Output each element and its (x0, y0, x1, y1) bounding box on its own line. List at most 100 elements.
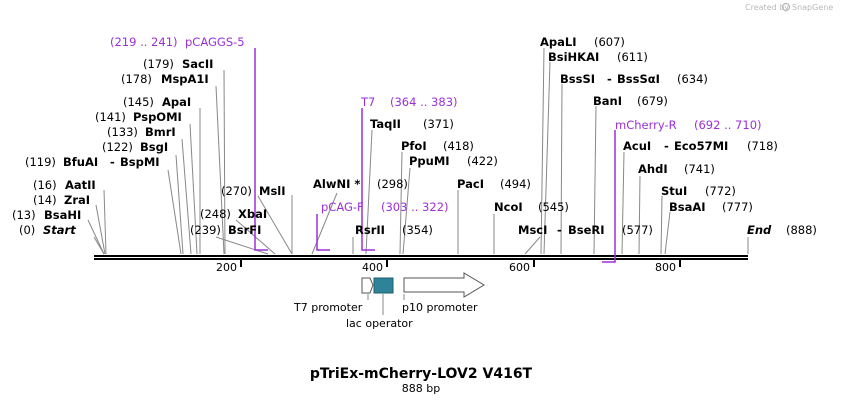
enzyme-label-ncoi[interactable]: NcoI (494, 200, 523, 214)
enzyme-label-ppumi[interactable]: PpuMI (409, 154, 450, 168)
feature-range: (692 .. 710) (694, 118, 762, 132)
enzyme-position: (422) (467, 154, 498, 168)
enzyme-label-bsihkai[interactable]: BsiHKAI (548, 50, 599, 64)
enzyme-label-apai[interactable]: ApaI (162, 95, 191, 109)
end-label: End (747, 223, 772, 237)
enzyme-label-msci[interactable]: MscI (518, 223, 547, 237)
credit-text: Created by (745, 3, 789, 12)
enzyme-position: (371) (423, 117, 454, 131)
enzyme-label-bsgi[interactable]: BsgI (140, 140, 168, 154)
feature-label-t7[interactable]: T7 (360, 95, 375, 109)
enzyme-label-pfoi[interactable]: PfoI (401, 139, 427, 153)
enzyme-position: (418) (443, 139, 474, 153)
enzyme-position: (270) (221, 184, 252, 198)
enzyme-position: (354) (402, 223, 433, 237)
leader-bsrfi (215, 236, 269, 255)
enzyme-label-eco57mi[interactable]: Eco57MI (674, 139, 728, 153)
primer-pcagf (316, 214, 330, 251)
leader-msci (524, 236, 541, 255)
leader-pspomi (189, 123, 198, 255)
enzyme-position: (298) (377, 177, 408, 191)
leader-bsaai (664, 211, 671, 255)
t7-promoter-arrow[interactable] (361, 277, 374, 294)
enzyme-position: (179) (143, 57, 174, 71)
enzyme-position: (611) (617, 50, 648, 64)
leader-msli (257, 195, 293, 255)
primer-mcherry-r (602, 130, 616, 263)
enzyme-label-alwni[interactable]: AlwNI * (313, 177, 360, 191)
enzyme-label-apali[interactable]: ApaLI (540, 35, 577, 49)
enzyme-label-bseri[interactable]: BseRI (568, 223, 605, 237)
snapgene-logo-icon (781, 2, 791, 12)
feature-range: (303 .. 322) (381, 200, 449, 214)
leader-zrai (95, 204, 106, 255)
end-position: (888) (786, 223, 817, 237)
leader-apali (540, 47, 545, 255)
enzyme-label-bsaai[interactable]: BsaAI (669, 200, 706, 214)
feature-label-lac-operator[interactable]: lac operator (346, 317, 413, 330)
plasmid-title: pTriEx-mCherry-LOV2 V416T (310, 366, 533, 382)
primer-pcaggs5 (254, 48, 268, 251)
leader-acui (621, 151, 625, 255)
lac-operator-box[interactable] (373, 277, 394, 294)
enzyme-position: (248) (200, 207, 231, 221)
feature-range: (219 .. 241) (110, 35, 178, 49)
enzyme-dash: - (607, 72, 612, 86)
feature-range: (364 .. 383) (390, 95, 458, 109)
credit-brand: SnapGene (792, 3, 833, 12)
enzyme-label-xbai[interactable]: XbaI (238, 207, 267, 221)
enzyme-label-taqii[interactable]: TaqII (370, 117, 401, 131)
enzyme-position: (577) (622, 223, 653, 237)
leader-sacii (223, 69, 226, 255)
enzyme-position: (607) (594, 35, 625, 49)
enzyme-label-sacii[interactable]: SacII (182, 57, 213, 71)
enzyme-label-pspomi[interactable]: PspOMI (133, 110, 182, 124)
enzyme-label-bsrfi[interactable]: BsrFI (228, 223, 261, 237)
enzyme-label-bsssi[interactable]: BssSI (560, 72, 595, 86)
leader-taqii (365, 129, 373, 255)
enzyme-position: (145) (123, 95, 154, 109)
enzyme-label-aatii[interactable]: AatII (65, 178, 96, 192)
enzyme-label-msli[interactable]: MslI (259, 184, 286, 198)
leader-ppumi (402, 167, 411, 255)
tick-mark-200 (240, 260, 242, 267)
enzyme-label-bani[interactable]: BanI (593, 94, 622, 108)
backbone-top-strand (94, 255, 748, 257)
enzyme-label-bspmi[interactable]: BspMI (120, 155, 160, 169)
tick-label-800: 800 (655, 261, 676, 274)
enzyme-position: (494) (500, 177, 531, 191)
enzyme-position: (122) (102, 140, 133, 154)
start-position: (0) (19, 223, 35, 237)
tick-label-600: 600 (509, 261, 530, 274)
enzyme-label-bmri[interactable]: BmrI (145, 125, 176, 139)
enzyme-label-rsrii[interactable]: RsrII (355, 223, 385, 237)
enzyme-label-paci[interactable]: PacI (457, 177, 484, 191)
feature-label-t7-promoter[interactable]: T7 promoter (293, 301, 363, 314)
enzyme-position: (141) (95, 110, 126, 124)
enzyme-position: (119) (25, 155, 56, 169)
tick-mark-600 (533, 260, 535, 267)
leader-stui (660, 195, 663, 255)
enzyme-position: (14) (33, 193, 57, 207)
enzyme-label-bsahi[interactable]: BsaHI (44, 208, 81, 222)
feature-label-pcagf[interactable]: pCAG-F (321, 200, 364, 214)
sequence-backbone (94, 255, 748, 260)
primer-marks (254, 48, 616, 263)
feature-label-p10-promoter[interactable]: p10 promoter (402, 301, 478, 314)
enzyme-label-ahdi[interactable]: AhdI (638, 162, 668, 176)
tick-mark-400 (386, 260, 388, 267)
p10-promoter-arrow[interactable] (403, 272, 485, 298)
enzyme-label-zrai[interactable]: ZraI (64, 193, 90, 207)
enzyme-leader-lines (87, 47, 749, 255)
leader-mspa1i (215, 85, 225, 255)
feature-label-pcaggs5[interactable]: pCAGGS-5 (185, 35, 245, 49)
enzyme-label-mspa1i[interactable]: MspA1I (161, 72, 209, 86)
feature-label-mcherry-r[interactable]: mCherry-R (615, 118, 677, 132)
enzyme-label-bfuai[interactable]: BfuAI (63, 155, 98, 169)
enzyme-label-stui[interactable]: StuI (661, 184, 687, 198)
leader-bfuai (167, 169, 182, 255)
enzyme-position: (634) (677, 72, 708, 86)
enzyme-label-bsssai[interactable]: BssSαI (617, 72, 660, 86)
backbone-bottom-strand (94, 258, 748, 260)
enzyme-label-acui[interactable]: AcuI (623, 139, 651, 153)
